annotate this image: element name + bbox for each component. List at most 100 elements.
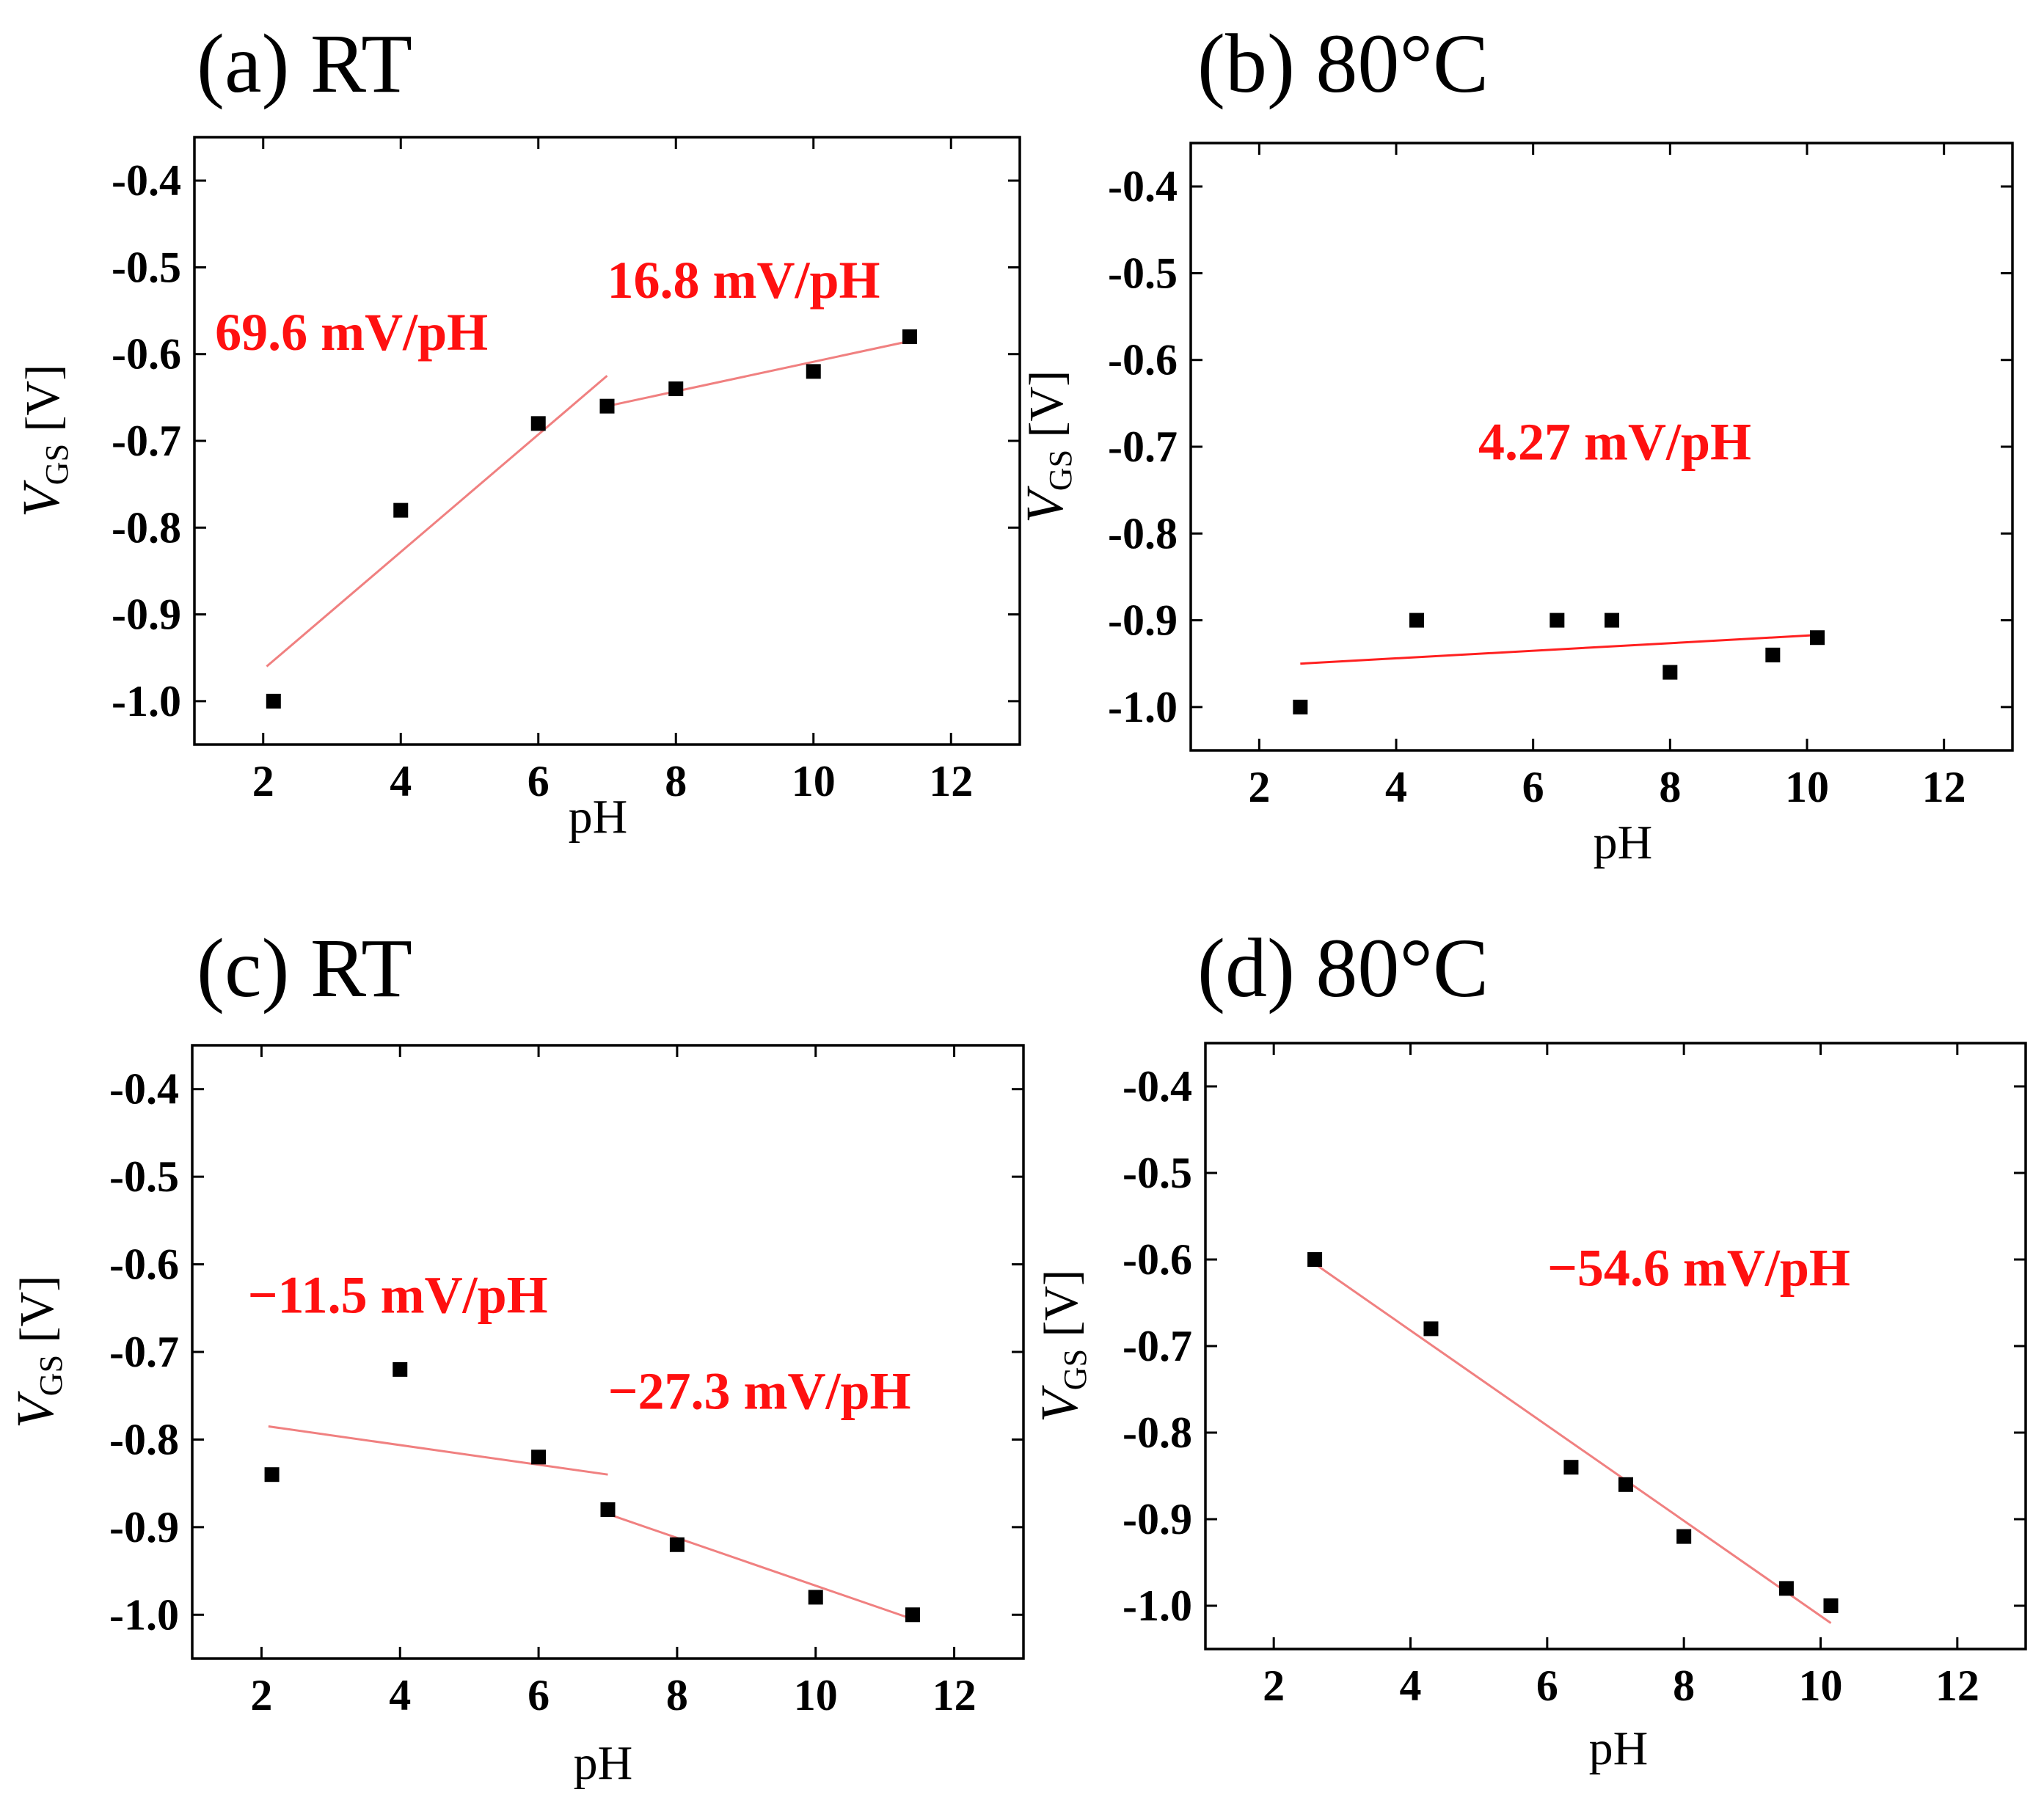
panel-a-ytick-label: -0.9 — [112, 591, 181, 639]
panel-c-point — [531, 1449, 547, 1465]
panel-c-point — [264, 1467, 280, 1483]
panel-c-annotation-slope-1: −11.5 mV/pH — [248, 1265, 548, 1324]
panel-d-ticks — [1205, 1043, 2026, 1649]
panel-b-ylabel-unit: [V] — [1020, 370, 1073, 450]
panel-b-ytick-labels: -1.0 -0.9 -0.8 -0.7 -0.6 -0.5 -0.4 — [1108, 162, 1178, 731]
panel-a-ytick-label: -0.4 — [112, 156, 181, 205]
panel-a-xtick-label: 2 — [252, 757, 274, 805]
panel-b-ytick-label: -0.7 — [1108, 423, 1178, 471]
panel-c-point — [393, 1361, 408, 1377]
panel-b-ticks — [1191, 143, 2012, 750]
panel-a-frame — [193, 136, 1021, 746]
panel-b-point — [1765, 647, 1781, 662]
panel-c-frame — [191, 1044, 1025, 1660]
panel-c-fits — [268, 1425, 913, 1620]
panel-b-xtick-label: 10 — [1785, 763, 1829, 811]
panel-c-xtick-label: 12 — [932, 1671, 977, 1719]
panel-b-fit-line — [1300, 634, 1818, 665]
panel-a-points — [266, 329, 917, 709]
panel-b-title: (b) 80°C — [1197, 17, 1489, 110]
panel-d-point — [1676, 1529, 1692, 1544]
panel-a-ylabel: VGS [V] — [12, 365, 75, 517]
panel-b-point — [1810, 630, 1825, 646]
panel-c: (c) RT 2 4 6 8 10 12 -1.0 -0.9 -0.8 -0.7… — [6, 921, 1025, 1790]
panel-c-ytick-label: -1.0 — [109, 1590, 179, 1639]
panel-d-annotation-slope: −54.6 mV/pH — [1547, 1238, 1850, 1297]
panel-a-xtick-label: 6 — [528, 757, 550, 805]
panel-b-xtick-label: 6 — [1522, 763, 1544, 811]
panel-c-xtick-label: 6 — [528, 1671, 550, 1719]
panel-c-xtick-label: 4 — [389, 1671, 411, 1719]
panel-c-ytick-labels: -1.0 -0.9 -0.8 -0.7 -0.6 -0.5 -0.4 — [109, 1065, 179, 1639]
panel-a-fit-line — [607, 340, 910, 408]
panel-d-ylabel-main: V — [1030, 1385, 1089, 1422]
panel-d-point — [1307, 1252, 1323, 1267]
panel-b-xtick-label: 2 — [1248, 763, 1270, 811]
panel-a-point — [902, 329, 917, 345]
panel-d-points — [1307, 1252, 1839, 1613]
panel-a-ytick-label: -0.7 — [112, 417, 181, 465]
panel-d-title: (d) 80°C — [1197, 921, 1489, 1014]
panel-b-ytick-label: -1.0 — [1108, 683, 1178, 731]
panel-b-ylabel: VGS [V] — [1015, 370, 1078, 523]
panel-d-ytick-label: -0.6 — [1123, 1235, 1192, 1284]
panel-d: (d) 80°C 2 4 6 8 10 12 -1.0 -0.9 -0.8 -0… — [1030, 921, 2027, 1775]
panel-c-ytick-label: -0.6 — [109, 1240, 179, 1289]
panel-c-fit-line — [268, 1425, 608, 1476]
panel-c-point — [808, 1590, 823, 1605]
panel-c-ytick-label: -0.5 — [109, 1152, 179, 1201]
panel-c-xtick-labels: 2 4 6 8 10 12 — [250, 1671, 976, 1719]
panel-a-ytick-label: -0.5 — [112, 243, 181, 291]
panel-c-ytick-label: -0.8 — [109, 1415, 179, 1463]
panel-c-ytick-label: -0.7 — [109, 1328, 179, 1376]
panel-b-ylabel-main: V — [1015, 486, 1074, 523]
panel-d-point — [1618, 1477, 1633, 1492]
panel-a-xtick-labels: 2 4 6 8 10 12 — [252, 757, 974, 805]
panel-c-fit-line — [607, 1513, 913, 1620]
panel-a-ylabel-sub: GS — [39, 444, 75, 485]
panel-c-ytick-label: -0.4 — [109, 1065, 179, 1114]
panel-c-point — [905, 1607, 920, 1623]
panel-d-xtick-labels: 2 4 6 8 10 12 — [1263, 1661, 1979, 1710]
panel-c-title: (c) RT — [197, 921, 412, 1014]
panel-b-ytick-label: -0.6 — [1108, 336, 1178, 384]
panel-c-xtick-label: 8 — [666, 1671, 688, 1719]
panel-a-annotation-slope-2: 16.8 mV/pH — [607, 251, 880, 310]
panel-b-xtick-label: 4 — [1385, 763, 1407, 811]
panel-c-ylabel-sub: GS — [33, 1355, 69, 1396]
panel-d-ylabel: VGS [V] — [1030, 1270, 1093, 1422]
panel-a-point — [599, 398, 615, 414]
panel-d-xtick-label: 8 — [1673, 1661, 1695, 1710]
panel-a-ytick-label: -1.0 — [112, 677, 181, 725]
panel-d-ytick-label: -0.4 — [1123, 1062, 1192, 1111]
panel-d-xtick-label: 4 — [1400, 1661, 1422, 1710]
panel-b-ylabel-sub: GS — [1043, 450, 1078, 491]
panel-d-ytick-label: -1.0 — [1123, 1582, 1192, 1630]
panel-d-frame — [1204, 1042, 2027, 1650]
panel-d-point — [1563, 1460, 1579, 1475]
panel-a-fit-line — [266, 375, 608, 668]
panel-a-xtick-label: 12 — [929, 757, 973, 805]
panel-b-xtick-labels: 2 4 6 8 10 12 — [1248, 763, 1965, 811]
panel-d-ylabel-sub: GS — [1057, 1349, 1093, 1390]
panel-d-ytick-label: -0.7 — [1123, 1322, 1192, 1370]
panel-a-xlabel: pH — [569, 790, 628, 844]
panel-b-xtick-label: 8 — [1659, 763, 1681, 811]
panel-c-annotation-slope-2: −27.3 mV/pH — [608, 1362, 911, 1421]
panel-d-point — [1823, 1598, 1839, 1613]
panel-c-xlabel: pH — [574, 1736, 633, 1790]
panel-a-fits — [266, 340, 910, 668]
panel-d-ytick-label: -0.8 — [1123, 1408, 1192, 1457]
panel-b-point — [1662, 665, 1678, 680]
panel-a-xtick-label: 4 — [390, 757, 412, 805]
panel-d-ytick-labels: -1.0 -0.9 -0.8 -0.7 -0.6 -0.5 -0.4 — [1123, 1062, 1192, 1630]
panel-b: (b) 80°C 2 4 6 8 10 12 -1.0 -0.9 -0.8 -0… — [1015, 17, 2014, 869]
panel-a-ticks — [194, 137, 1020, 745]
panel-c-point — [600, 1502, 616, 1517]
panel-a-ylabel-unit: [V] — [16, 365, 70, 444]
panel-a-xtick-label: 8 — [665, 757, 687, 805]
panel-d-ylabel-unit: [V] — [1034, 1270, 1088, 1349]
panel-a-point — [530, 416, 546, 431]
panel-b-ytick-label: -0.5 — [1108, 249, 1178, 297]
panel-d-point — [1778, 1581, 1794, 1596]
